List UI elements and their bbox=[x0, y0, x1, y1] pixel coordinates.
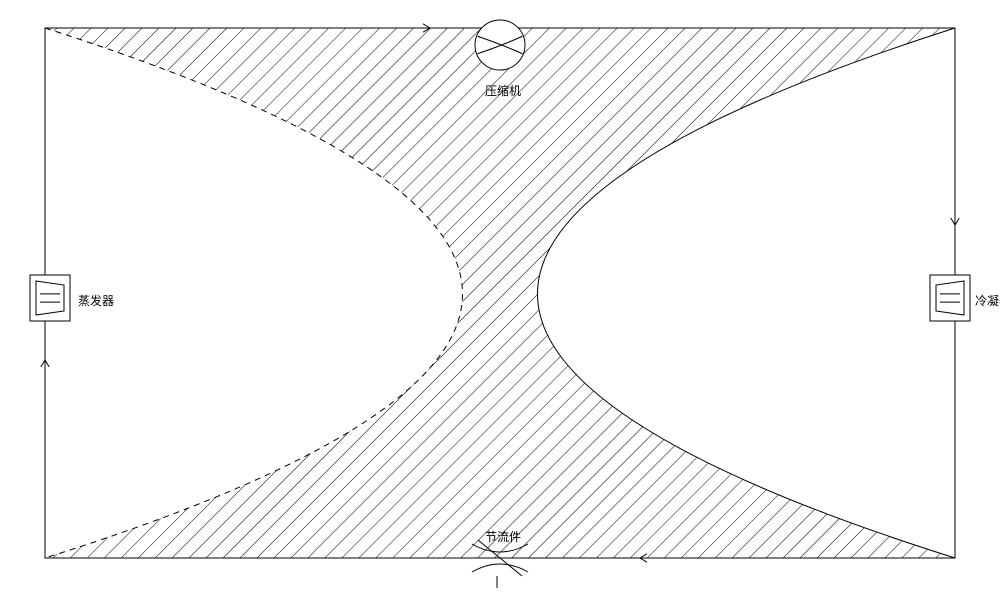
evaporator-symbol bbox=[30, 275, 70, 321]
throttle-label: 节流件 bbox=[485, 528, 521, 545]
condenser-symbol bbox=[930, 275, 970, 321]
compressor-symbol bbox=[475, 20, 525, 70]
evaporator-label: 蒸发器 bbox=[78, 292, 114, 309]
compressor-label: 压缩机 bbox=[485, 82, 521, 99]
condenser-label: 冷凝器 bbox=[975, 292, 1000, 309]
